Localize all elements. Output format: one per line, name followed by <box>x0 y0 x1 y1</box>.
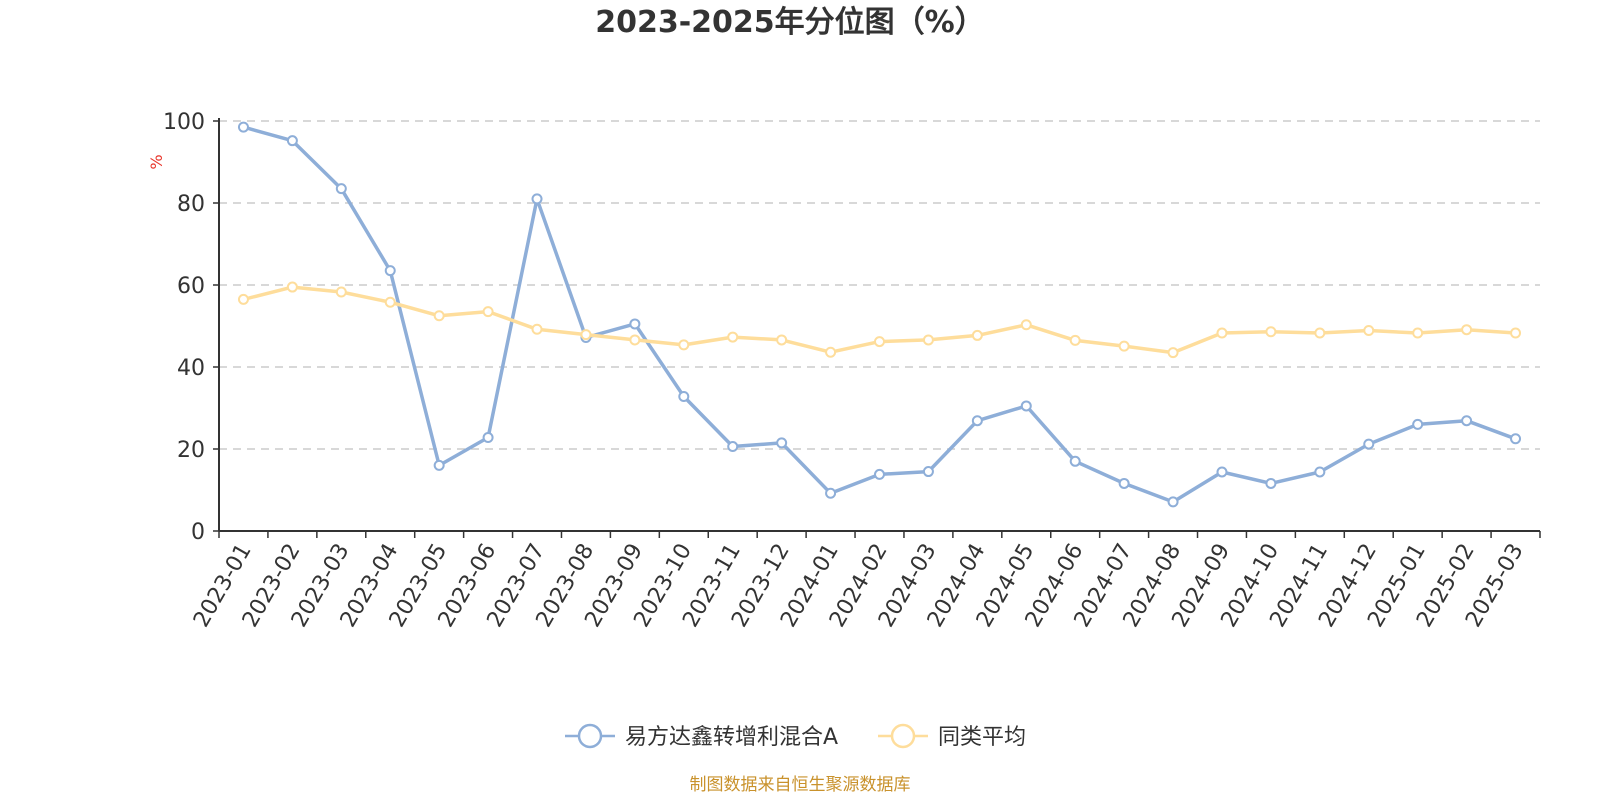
chart-title: 2023-2025年分位图（%） <box>595 5 985 40</box>
data-point[interactable] <box>286 135 298 147</box>
legend-marker <box>577 723 603 749</box>
grid <box>219 120 1540 450</box>
source-note: 制图数据来自恒生聚源数据库 <box>690 775 911 795</box>
data-point[interactable] <box>629 334 641 346</box>
data-point[interactable] <box>433 459 445 471</box>
data-point[interactable] <box>482 306 494 318</box>
data-point[interactable] <box>531 193 543 205</box>
data-point[interactable] <box>971 329 983 341</box>
legend-marker <box>890 723 916 749</box>
y-tick-label: 40 <box>177 356 205 381</box>
data-point[interactable] <box>1265 477 1277 489</box>
data-point[interactable] <box>825 487 837 499</box>
data-point[interactable] <box>1216 466 1228 478</box>
y-tick-label: 100 <box>163 110 205 135</box>
data-point[interactable] <box>1020 319 1032 331</box>
data-point[interactable] <box>874 468 885 480</box>
data-point[interactable] <box>1412 327 1424 339</box>
data-point[interactable] <box>580 329 592 341</box>
data-point[interactable] <box>1118 340 1130 352</box>
data-point[interactable] <box>1461 324 1473 336</box>
data-point[interactable] <box>335 286 347 298</box>
data-point[interactable] <box>776 437 788 449</box>
data-point[interactable] <box>874 336 885 348</box>
data-point[interactable] <box>629 318 641 330</box>
y-tick-label: 20 <box>177 438 205 463</box>
data-point[interactable] <box>1412 418 1424 430</box>
data-point[interactable] <box>776 334 788 346</box>
data-point[interactable] <box>971 415 983 427</box>
data-point[interactable] <box>1020 400 1032 412</box>
legend-item[interactable]: 同类平均 <box>878 723 1026 750</box>
data-point[interactable] <box>922 334 934 346</box>
data-point[interactable] <box>1265 326 1277 338</box>
data-point[interactable] <box>433 310 445 322</box>
data-point[interactable] <box>237 293 249 305</box>
data-point[interactable] <box>1363 438 1375 450</box>
data-point[interactable] <box>482 432 494 444</box>
y-tick-label: 80 <box>177 192 205 217</box>
data-point[interactable] <box>922 466 934 478</box>
data-point[interactable] <box>727 441 739 453</box>
data-point[interactable] <box>384 296 396 308</box>
data-point[interactable] <box>1069 334 1081 346</box>
legend-label: 同类平均 <box>938 725 1026 750</box>
data-point[interactable] <box>1510 433 1522 445</box>
data-point[interactable] <box>1167 347 1179 359</box>
data-point[interactable] <box>1510 327 1522 339</box>
data-point[interactable] <box>1069 455 1081 467</box>
data-point[interactable] <box>1216 327 1228 339</box>
data-point[interactable] <box>286 281 298 293</box>
data-point[interactable] <box>531 323 543 335</box>
data-point[interactable] <box>1461 415 1473 427</box>
axes: 0204060801002023-012023-022023-032023-04… <box>163 110 1541 632</box>
data-point[interactable] <box>1118 477 1130 489</box>
data-point[interactable] <box>825 346 837 358</box>
data-point[interactable] <box>1167 496 1179 508</box>
data-point[interactable] <box>678 339 690 351</box>
data-point[interactable] <box>1314 327 1326 339</box>
series <box>237 281 1522 359</box>
data-point[interactable] <box>1314 466 1326 478</box>
legend-label: 易方达鑫转增利混合A <box>625 725 838 750</box>
data-point[interactable] <box>335 183 347 195</box>
y-tick-label: 60 <box>177 274 205 299</box>
data-point[interactable] <box>237 121 249 133</box>
plot-area <box>237 121 1522 508</box>
y-axis-label: % <box>147 154 166 169</box>
y-tick-label: 0 <box>191 520 205 545</box>
data-point[interactable] <box>678 391 690 403</box>
legend-item[interactable]: 易方达鑫转增利混合A <box>565 723 838 750</box>
data-point[interactable] <box>727 331 739 343</box>
data-point[interactable] <box>384 265 396 277</box>
data-point[interactable] <box>1363 325 1375 337</box>
legend: 易方达鑫转增利混合A 同类平均 <box>565 723 1026 750</box>
